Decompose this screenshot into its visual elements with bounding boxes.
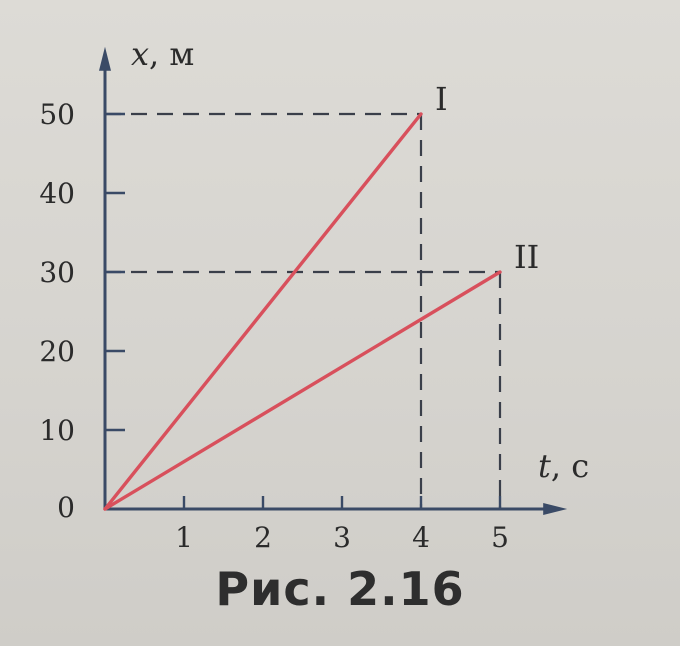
x-tick-label-2: 2: [254, 521, 272, 554]
y-tick-label-30: 30: [39, 256, 75, 289]
y-tick-label-20: 20: [39, 335, 75, 368]
series-line-II: [103, 270, 502, 511]
series-label-II: II: [514, 238, 539, 276]
x-tick-label-4: 4: [412, 521, 430, 554]
y-tick-label-10: 10: [39, 414, 75, 447]
x-axis-variable: t: [538, 447, 551, 485]
y-tick-label-40: 40: [39, 177, 75, 210]
series-line-I: [103, 112, 423, 511]
x-axis-unit: , с: [551, 447, 589, 485]
y-axis-arrow-icon: [99, 46, 111, 71]
y-axis-label: x, м: [131, 35, 194, 73]
x-axis-label: t, с: [538, 447, 589, 485]
y-tick-label-50: 50: [39, 98, 75, 131]
x-axis-arrow-icon: [543, 503, 568, 515]
y-axis-unit: , м: [149, 35, 194, 73]
y-axis-variable: x: [131, 35, 149, 73]
x-tick-label-1: 1: [175, 521, 193, 554]
figure-caption: Рис. 2.16: [215, 562, 465, 616]
series-label-I: I: [435, 80, 448, 118]
origin-label: 0: [57, 491, 75, 524]
x-tick-label-5: 5: [491, 521, 509, 554]
x-tick-label-3: 3: [333, 521, 351, 554]
